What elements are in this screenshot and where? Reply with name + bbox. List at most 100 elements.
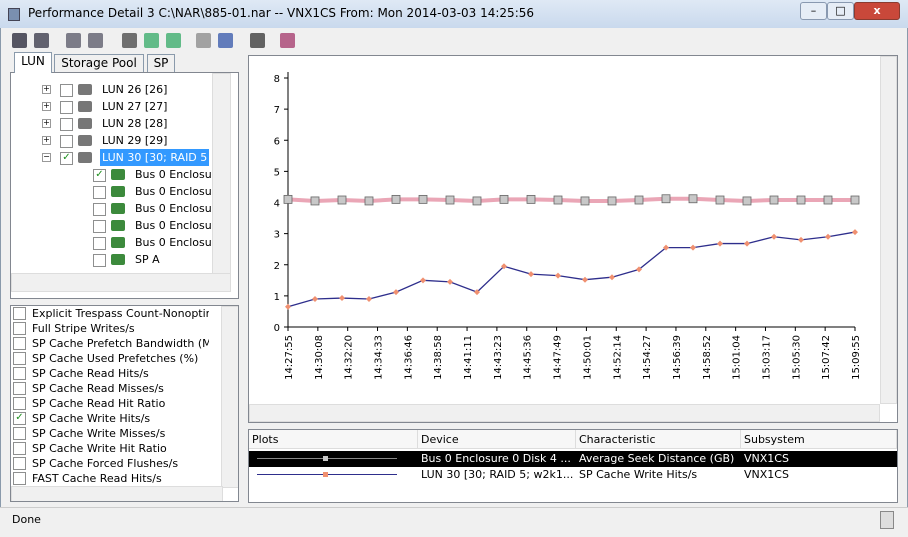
- checkbox: [13, 396, 26, 410]
- metric-item[interactable]: SP Cache Write Hit Ratio: [13, 441, 209, 456]
- maximize-button[interactable]: □: [827, 2, 854, 20]
- checkbox: [13, 441, 26, 455]
- tree-item[interactable]: ✓ Bus 0 Enclosure: [11, 166, 211, 183]
- status-text: Done: [12, 513, 41, 526]
- metric-item[interactable]: SP Cache Read Hits/s: [13, 366, 209, 381]
- tab[interactable]: Storage Pool: [54, 54, 144, 72]
- metric-item[interactable]: SP Cache Prefetch Bandwidth (MB: [13, 336, 209, 351]
- data-point: [472, 196, 482, 206]
- x-tick-label: 14:58:52: [702, 335, 713, 380]
- x-tick-label: 14:32:20: [344, 335, 355, 380]
- metric-vscroll[interactable]: [221, 306, 238, 488]
- toolbar-button[interactable]: [34, 33, 49, 48]
- x-tick-label: 14:50:01: [582, 335, 593, 380]
- data-point: [717, 240, 723, 247]
- toolbar-button[interactable]: [250, 33, 265, 48]
- x-tick-label: 15:09:55: [851, 335, 862, 380]
- tree-item[interactable]: Bus 0 Enclosure: [11, 183, 211, 200]
- toolbar-button[interactable]: [166, 33, 181, 48]
- metric-item[interactable]: Explicit Trespass Count-Nonoptim: [13, 306, 209, 321]
- metric-item[interactable]: SP Cache Read Hit Ratio: [13, 396, 209, 411]
- checkbox: ✓: [60, 152, 73, 165]
- metric-hscroll[interactable]: [11, 486, 223, 501]
- metric-label: FAST Cache Read Hits/s: [32, 472, 162, 485]
- metric-item[interactable]: SP Cache Used Prefetches (%): [13, 351, 209, 366]
- x-tick-label: 14:27:55: [284, 335, 295, 380]
- table-cell: VNX1CS: [744, 452, 789, 465]
- column-header[interactable]: Device: [418, 430, 576, 449]
- y-tick-label: 4: [274, 199, 280, 210]
- data-point: [634, 195, 644, 205]
- toolbar-button[interactable]: [144, 33, 159, 48]
- metric-label: Full Stripe Writes/s: [32, 322, 135, 335]
- metric-item[interactable]: Full Stripe Writes/s: [13, 321, 209, 336]
- x-tick-label: 14:38:58: [433, 335, 444, 380]
- close-button[interactable]: x: [854, 2, 900, 20]
- checkbox: [93, 203, 106, 216]
- toolbar-button[interactable]: [66, 33, 81, 48]
- data-point: [528, 271, 534, 278]
- checkbox: [93, 237, 106, 250]
- metric-item[interactable]: SP Cache Write Misses/s: [13, 426, 209, 441]
- column-header[interactable]: Subsystem: [741, 430, 897, 449]
- table-cell: LUN 30 [30; RAID 5; w2k1...: [421, 468, 574, 481]
- table-row[interactable]: Bus 0 Enclosure 0 Disk 4 ... Average Seek…: [249, 451, 897, 467]
- item-icon: [78, 135, 92, 146]
- minimize-button[interactable]: –: [800, 2, 827, 20]
- series-line: [287, 196, 855, 203]
- tree-item[interactable]: − ✓ LUN 30 [30; RAID 5: [11, 149, 211, 166]
- tree-item[interactable]: + LUN 29 [29]: [11, 132, 211, 149]
- data-point: [771, 233, 777, 240]
- vertical-scrollbar[interactable]: [880, 56, 897, 404]
- horizontal-scrollbar[interactable]: [249, 404, 880, 422]
- data-point: [283, 194, 293, 204]
- item-icon: [111, 220, 125, 231]
- checkbox: [60, 84, 73, 97]
- toolbar-button[interactable]: [280, 33, 295, 48]
- metric-item[interactable]: ✓ SP Cache Write Hits/s: [13, 411, 209, 426]
- metric-label: SP Cache Write Hits/s: [32, 412, 151, 425]
- column-header[interactable]: Plots: [249, 430, 418, 449]
- toolbar-button[interactable]: [196, 33, 211, 48]
- table-row[interactable]: LUN 30 [30; RAID 5; w2k1... SP Cache Writ…: [249, 467, 897, 483]
- status-bar: Done: [0, 507, 908, 537]
- tab[interactable]: SP: [147, 54, 175, 72]
- tree-item[interactable]: Bus 0 Enclosure: [11, 234, 211, 251]
- metric-item[interactable]: SP Cache Read Misses/s: [13, 381, 209, 396]
- app-icon: [8, 8, 20, 21]
- item-icon: [111, 186, 125, 197]
- x-tick-label: 14:56:39: [672, 335, 683, 380]
- tree-hscroll[interactable]: [11, 273, 231, 292]
- tree-item[interactable]: SP A: [11, 251, 211, 268]
- data-point: [499, 194, 509, 204]
- expander: +: [42, 84, 51, 94]
- metric-item[interactable]: SP Cache Forced Flushes/s: [13, 456, 209, 471]
- tree-vscroll[interactable]: [212, 73, 231, 275]
- column-header[interactable]: Characteristic: [576, 430, 741, 449]
- data-point: [744, 240, 750, 247]
- checkbox: [60, 135, 73, 148]
- tree-item[interactable]: + LUN 26 [26]: [11, 81, 211, 98]
- y-tick-label: 3: [274, 230, 280, 241]
- tree-item[interactable]: Bus 0 Enclosure: [11, 200, 211, 217]
- tree-item[interactable]: + LUN 28 [28]: [11, 115, 211, 132]
- status-icon: [880, 511, 894, 529]
- tree-item[interactable]: + LUN 27 [27]: [11, 98, 211, 115]
- data-point: [609, 274, 615, 281]
- toolbar-button[interactable]: [122, 33, 137, 48]
- data-point: [310, 196, 320, 206]
- checkbox: [13, 321, 26, 335]
- x-tick-label: 15:03:17: [761, 335, 772, 380]
- x-tick-label: 15:05:30: [791, 335, 802, 380]
- checkbox: ✓: [93, 169, 106, 182]
- item-icon: [111, 203, 125, 214]
- metric-item[interactable]: FAST Cache Read Hits/s: [13, 471, 209, 486]
- data-point: [690, 244, 696, 251]
- data-point: [420, 277, 426, 284]
- toolbar-button[interactable]: [88, 33, 103, 48]
- item-label: LUN 26 [26]: [102, 83, 168, 96]
- tab[interactable]: LUN: [14, 52, 52, 73]
- toolbar-button[interactable]: [218, 33, 233, 48]
- tree-item[interactable]: Bus 0 Enclosure: [11, 217, 211, 234]
- toolbar-button[interactable]: [12, 33, 27, 48]
